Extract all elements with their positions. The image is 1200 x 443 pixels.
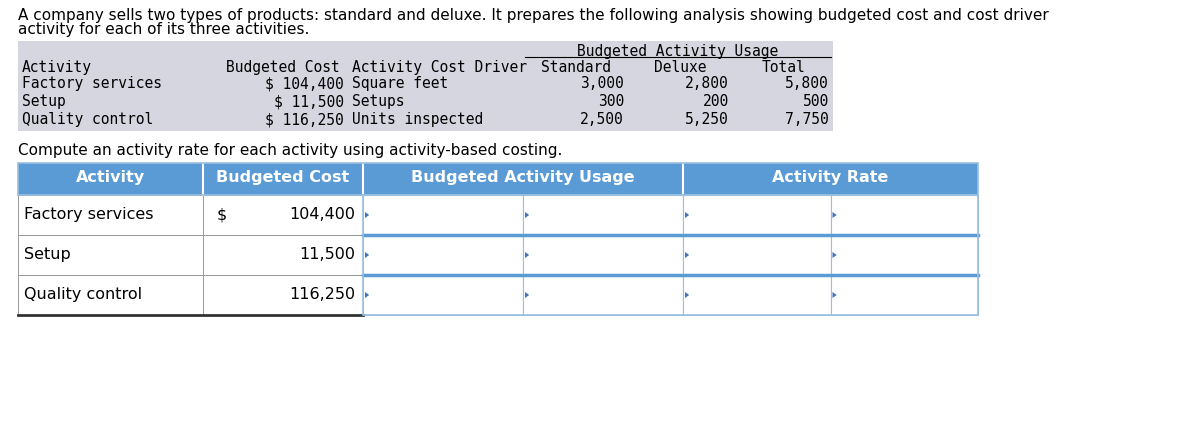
- Bar: [523, 235, 683, 275]
- Bar: [18, 41, 833, 131]
- Bar: [203, 275, 364, 315]
- Polygon shape: [685, 212, 689, 218]
- Text: Factory services: Factory services: [22, 76, 162, 91]
- Text: 300: 300: [598, 94, 624, 109]
- Text: Setup: Setup: [22, 94, 66, 109]
- Text: $: $: [217, 207, 227, 222]
- Text: Units inspected: Units inspected: [352, 112, 484, 127]
- Polygon shape: [526, 252, 529, 258]
- Bar: [18, 163, 978, 195]
- Polygon shape: [365, 212, 370, 218]
- Text: Budgeted Cost: Budgeted Cost: [226, 60, 340, 75]
- Polygon shape: [685, 292, 689, 298]
- Text: $ 11,500: $ 11,500: [274, 94, 344, 109]
- Polygon shape: [833, 252, 836, 258]
- Bar: [683, 235, 830, 275]
- Text: Budgeted Cost: Budgeted Cost: [216, 170, 349, 185]
- Text: activity for each of its three activities.: activity for each of its three activitie…: [18, 22, 310, 37]
- Text: Deluxe: Deluxe: [654, 60, 707, 75]
- Text: Activity: Activity: [76, 170, 145, 185]
- Polygon shape: [833, 212, 836, 218]
- Bar: [18, 195, 203, 235]
- Text: 7,750: 7,750: [785, 112, 829, 127]
- Text: Quality control: Quality control: [24, 287, 142, 302]
- Polygon shape: [526, 212, 529, 218]
- Text: A company sells two types of products: standard and deluxe. It prepares the foll: A company sells two types of products: s…: [18, 8, 1049, 23]
- Text: Setups: Setups: [352, 94, 404, 109]
- Text: Standard: Standard: [540, 60, 611, 75]
- Text: Activity Rate: Activity Rate: [773, 170, 889, 185]
- Text: 104,400: 104,400: [289, 207, 355, 222]
- Polygon shape: [833, 292, 836, 298]
- Bar: [364, 195, 523, 235]
- Polygon shape: [365, 252, 370, 258]
- Bar: [830, 235, 978, 275]
- Text: 2,500: 2,500: [581, 112, 624, 127]
- Text: 11,500: 11,500: [299, 247, 355, 262]
- Text: 2,800: 2,800: [685, 76, 730, 91]
- Bar: [683, 195, 830, 235]
- Polygon shape: [365, 292, 370, 298]
- Text: Factory services: Factory services: [24, 207, 154, 222]
- Text: 3,000: 3,000: [581, 76, 624, 91]
- Text: Setup: Setup: [24, 247, 71, 262]
- Bar: [364, 195, 978, 315]
- Text: Square feet: Square feet: [352, 76, 449, 91]
- Text: 5,250: 5,250: [685, 112, 730, 127]
- Bar: [683, 275, 830, 315]
- Text: Compute an activity rate for each activity using activity-based costing.: Compute an activity rate for each activi…: [18, 143, 563, 158]
- Text: 500: 500: [803, 94, 829, 109]
- Text: Quality control: Quality control: [22, 112, 154, 127]
- Bar: [364, 235, 523, 275]
- Text: Activity: Activity: [22, 60, 92, 75]
- Text: $ 104,400: $ 104,400: [265, 76, 344, 91]
- Text: Total: Total: [761, 60, 805, 75]
- Bar: [203, 235, 364, 275]
- Text: $ 116,250: $ 116,250: [265, 112, 344, 127]
- Text: Budgeted Activity Usage: Budgeted Activity Usage: [412, 170, 635, 185]
- Bar: [18, 235, 203, 275]
- Bar: [830, 195, 978, 235]
- Polygon shape: [526, 292, 529, 298]
- Bar: [523, 275, 683, 315]
- Text: Activity Cost Driver: Activity Cost Driver: [352, 60, 527, 75]
- Bar: [523, 195, 683, 235]
- Bar: [18, 275, 203, 315]
- Text: 116,250: 116,250: [289, 287, 355, 302]
- Text: 200: 200: [703, 94, 730, 109]
- Bar: [18, 163, 978, 195]
- Text: 5,800: 5,800: [785, 76, 829, 91]
- Bar: [364, 275, 523, 315]
- Text: Budgeted Activity Usage: Budgeted Activity Usage: [577, 44, 779, 59]
- Bar: [203, 195, 364, 235]
- Bar: [830, 275, 978, 315]
- Polygon shape: [685, 252, 689, 258]
